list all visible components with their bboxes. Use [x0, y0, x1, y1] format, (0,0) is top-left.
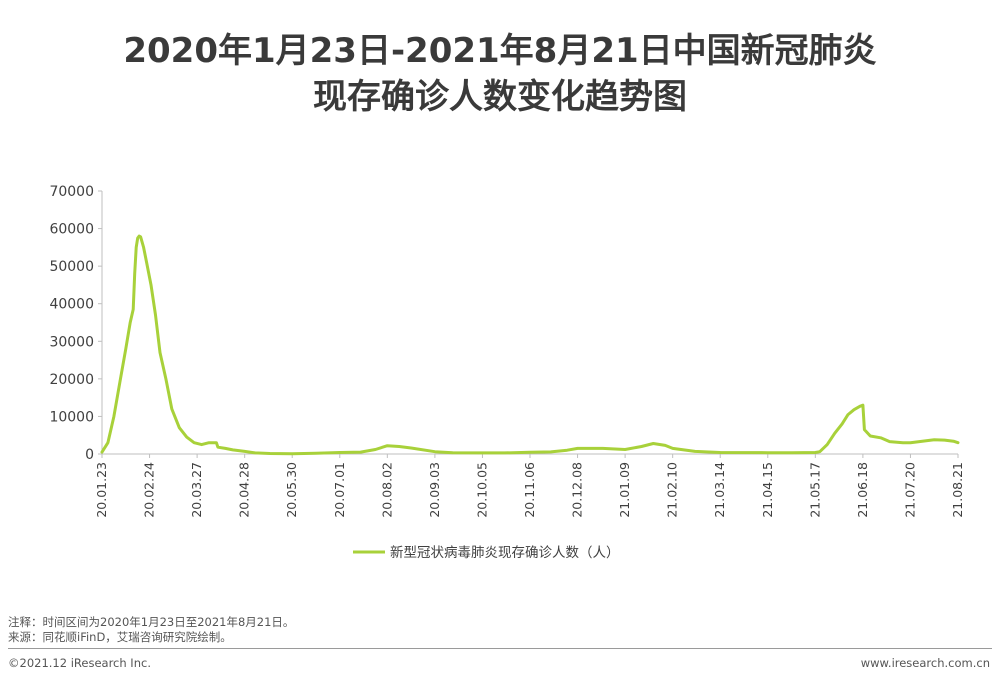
x-tick-label: 20.11.06 — [522, 462, 537, 518]
x-tick-label: 20.07.01 — [332, 462, 347, 518]
y-tick-label: 10000 — [49, 409, 94, 425]
y-tick-label: 0 — [85, 447, 94, 463]
series-line — [100, 234, 960, 456]
x-tick-label: 21.07.20 — [902, 462, 917, 518]
x-tick-label: 20.02.24 — [142, 462, 157, 518]
footnote: 注释：时间区间为2020年1月23日至2021年8月21日。 — [8, 615, 295, 629]
chart-title-line1: 2020年1月23日-2021年8月21日中国新冠肺炎 — [123, 31, 877, 71]
x-tick-label: 21.03.14 — [712, 462, 727, 518]
x-tick-label: 21.08.21 — [950, 462, 965, 518]
legend-label: 新型冠状病毒肺炎现存确诊人数（人） — [390, 545, 620, 561]
x-tick-label: 21.05.17 — [807, 462, 822, 518]
copyright: ©2021.12 iResearch Inc. — [8, 656, 151, 670]
y-tick-label: 50000 — [49, 259, 94, 275]
chart-title-line2: 现存确诊人数变化趋势图 — [313, 77, 687, 117]
x-tick-label: 20.01.23 — [94, 462, 109, 518]
x-tick-label: 21.06.18 — [855, 462, 870, 518]
x-tick-label: 21.02.10 — [665, 462, 680, 518]
x-tick-label: 21.04.15 — [760, 462, 775, 518]
y-tick-label: 20000 — [49, 372, 94, 388]
source-note: 来源：同花顺iFinD，艾瑞咨询研究院绘制。 — [8, 630, 232, 644]
x-tick-label: 20.12.08 — [570, 462, 585, 518]
line-chart: 0 10000 20000 30000 40000 50000 60000 70000 20.0… — [49, 184, 965, 561]
x-tick-label: 20.08.02 — [379, 462, 394, 518]
x-tick-label: 20.10.05 — [474, 462, 489, 518]
website: www.iresearch.com.cn — [860, 656, 990, 670]
footer-divider — [8, 648, 992, 649]
y-tick-label: 40000 — [49, 297, 94, 313]
x-tick-label: 20.09.03 — [427, 462, 442, 518]
y-tick-label: 70000 — [49, 184, 94, 200]
x-tick-label: 20.03.27 — [189, 462, 204, 518]
x-tick-label: 21.01.09 — [617, 462, 632, 518]
x-tick-label: 20.05.30 — [284, 462, 299, 518]
y-tick-label: 60000 — [49, 222, 94, 238]
y-tick-label: 30000 — [49, 334, 94, 350]
x-tick-label: 20.04.28 — [237, 462, 252, 518]
